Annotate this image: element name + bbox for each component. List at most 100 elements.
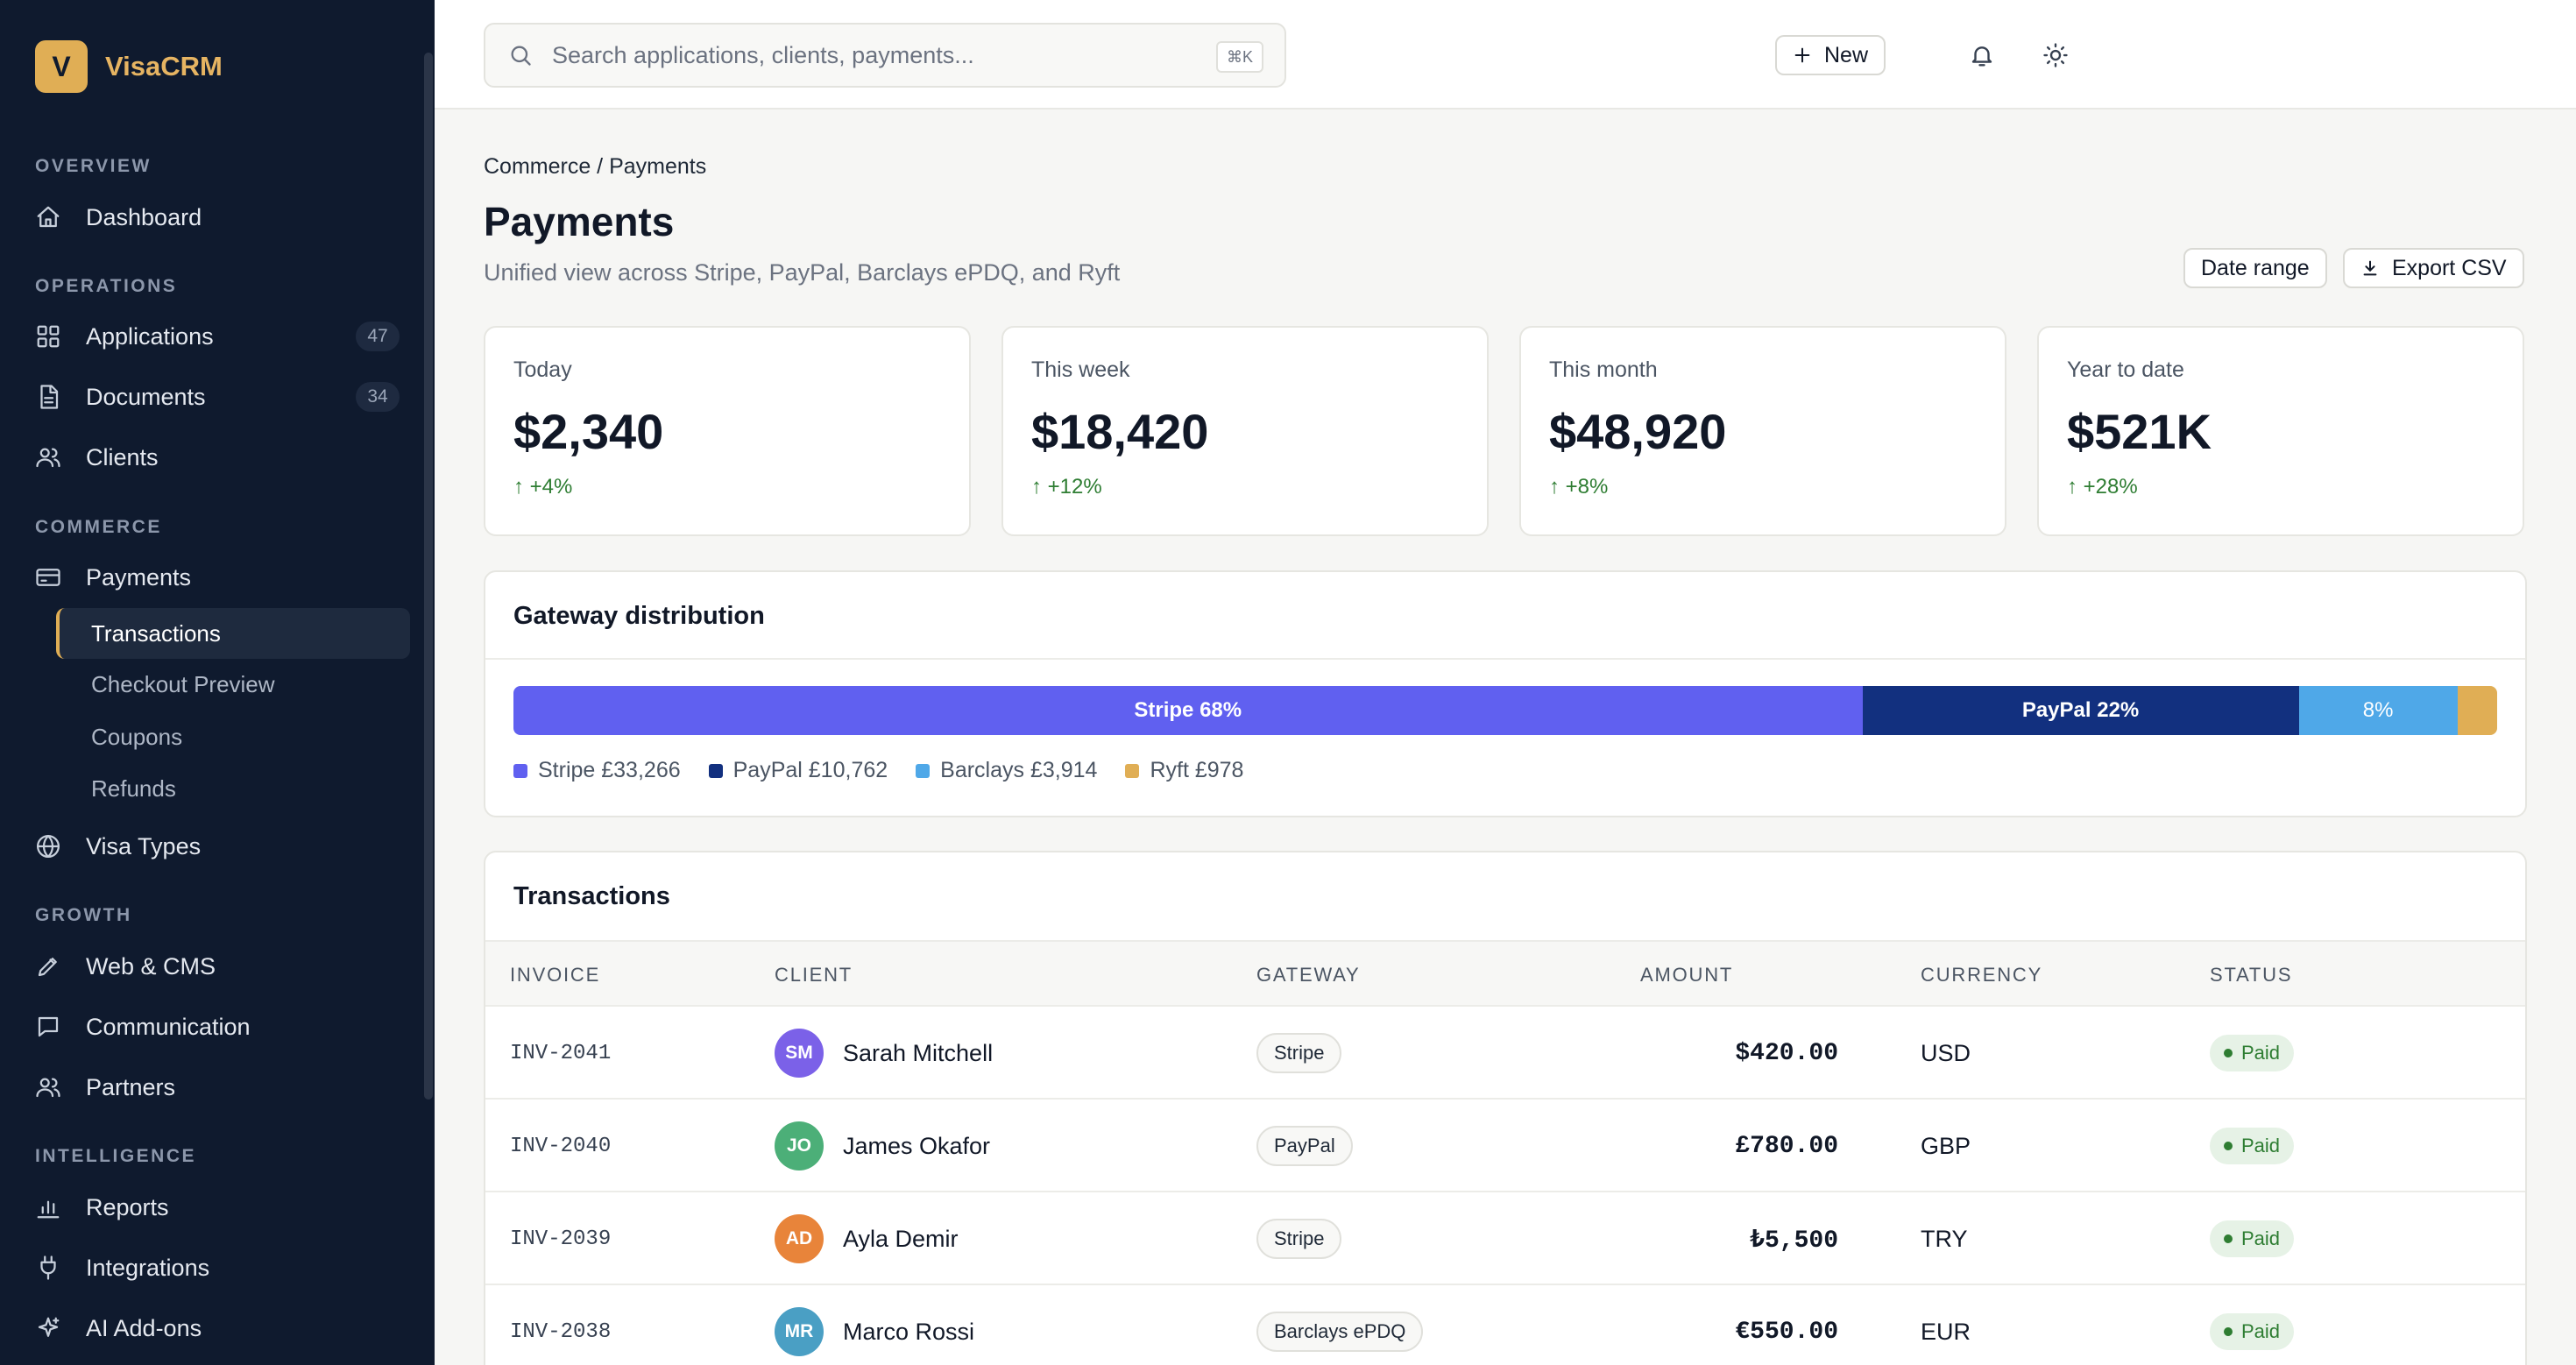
gateway-distribution-bar: Stripe 68% PayPal 22% 8% bbox=[513, 686, 2497, 735]
status-cell: Paid bbox=[2210, 1192, 2295, 1285]
sidebar-item-integrations[interactable]: Integrations bbox=[35, 1243, 412, 1292]
status-dot-icon bbox=[2224, 1142, 2233, 1150]
download-icon bbox=[2363, 260, 2377, 276]
invoice-number: INV-2038 bbox=[510, 1319, 612, 1344]
sidebar-item-label: Partners bbox=[86, 1073, 176, 1100]
sidebar-subitem-transactions[interactable]: Transactions bbox=[56, 608, 410, 659]
sidebar: V VisaCRM OVERVIEW Dashboard OPERATIONS … bbox=[0, 0, 435, 1365]
segment-paypal[interactable]: PayPal 22% bbox=[1862, 686, 2299, 735]
stat-label: Today bbox=[513, 357, 572, 382]
legend-swatch bbox=[1125, 763, 1140, 778]
currency: TRY bbox=[1921, 1225, 1968, 1252]
search-shortcut-hint: ⌘K bbox=[1215, 41, 1263, 73]
sidebar-subitem-coupons[interactable]: Coupons bbox=[91, 724, 183, 750]
client-name: James Okafor bbox=[843, 1132, 991, 1159]
table-row[interactable]: INV-2041 SM Sarah Mitchell Stripe $420.0… bbox=[485, 1007, 2525, 1100]
sidebar-item-documents[interactable]: Documents 34 bbox=[35, 372, 412, 421]
stat-value: $521K bbox=[2067, 404, 2212, 459]
search-box[interactable]: ⌘K bbox=[484, 23, 1286, 88]
client-name: Sarah Mitchell bbox=[843, 1039, 994, 1066]
notifications-button[interactable] bbox=[1964, 38, 1999, 73]
export-csv-label: Export CSV bbox=[2392, 255, 2507, 280]
sidebar-item-label: Visa Types bbox=[86, 832, 202, 859]
stat-value: $48,920 bbox=[1549, 404, 1727, 459]
sidebar-item-label: AI Add-ons bbox=[86, 1314, 202, 1341]
sidebar-subitem-refunds[interactable]: Refunds bbox=[91, 775, 176, 802]
stat-label: Year to date bbox=[2067, 357, 2184, 382]
sidebar-scrollbar-thumb[interactable] bbox=[424, 53, 433, 1100]
sidebar-item-applications[interactable]: Applications 47 bbox=[35, 312, 412, 361]
sidebar-item-label: Reports bbox=[86, 1193, 169, 1220]
column-header-gateway[interactable]: GATEWAY bbox=[1256, 964, 1361, 986]
sidebar-subitem-checkout-preview[interactable]: Checkout Preview bbox=[91, 671, 275, 697]
stat-delta: ↑ +4% bbox=[513, 475, 573, 499]
sidebar-item-web-cms[interactable]: Web & CMS bbox=[35, 942, 412, 991]
brand[interactable]: V VisaCRM bbox=[35, 40, 223, 93]
breadcrumb[interactable]: Commerce / Payments bbox=[484, 154, 707, 179]
export-csv-button[interactable]: Export CSV bbox=[2343, 248, 2524, 288]
gateway-cell: PayPal bbox=[1256, 1100, 1353, 1192]
home-icon bbox=[35, 204, 61, 230]
sidebar-item-label: Applications bbox=[86, 322, 214, 350]
message-icon bbox=[35, 1014, 61, 1040]
sidebar-item-partners[interactable]: Partners bbox=[35, 1063, 412, 1112]
table-row[interactable]: INV-2039 AD Ayla Demir Stripe ₺5,500 TRY… bbox=[485, 1192, 2525, 1285]
sidebar-item-communication[interactable]: Communication bbox=[35, 1002, 412, 1051]
avatar: JO bbox=[775, 1121, 824, 1171]
column-header-client[interactable]: CLIENT bbox=[775, 964, 853, 986]
column-header-invoice[interactable]: INVOICE bbox=[510, 964, 601, 986]
amount: €550.00 bbox=[1735, 1318, 1838, 1346]
column-header-amount[interactable]: AMOUNT bbox=[1640, 964, 1734, 986]
sidebar-item-payments[interactable]: Payments bbox=[35, 553, 412, 602]
legend-item-paypal: PayPal £10,762 bbox=[708, 758, 888, 783]
client-cell: JO James Okafor bbox=[775, 1100, 990, 1192]
sidebar-item-ai-addons[interactable]: AI Add-ons bbox=[35, 1304, 412, 1353]
sidebar-item-label: Integrations bbox=[86, 1254, 210, 1281]
search-input[interactable] bbox=[552, 41, 1200, 69]
grid-icon bbox=[35, 323, 61, 350]
legend-label: PayPal £10,762 bbox=[732, 758, 888, 782]
client-cell: AD Ayla Demir bbox=[775, 1192, 959, 1285]
status-badge: Paid bbox=[2210, 1313, 2295, 1350]
section-operations: OPERATIONS bbox=[35, 276, 178, 296]
column-header-currency[interactable]: CURRENCY bbox=[1921, 964, 2043, 986]
segment-ryft[interactable] bbox=[2457, 686, 2497, 735]
legend-swatch bbox=[708, 763, 723, 778]
sidebar-item-clients[interactable]: Clients bbox=[35, 433, 412, 482]
stat-card-today: Today $2,340 ↑ +4% bbox=[484, 326, 971, 536]
avatar: SM bbox=[775, 1029, 824, 1078]
segment-barclays[interactable]: 8% bbox=[2298, 686, 2458, 735]
sidebar-item-visa-types[interactable]: Visa Types bbox=[35, 822, 412, 871]
status-cell: Paid bbox=[2210, 1007, 2295, 1100]
sun-icon bbox=[2043, 43, 2068, 67]
legend-label: Stripe £33,266 bbox=[538, 758, 681, 782]
date-range-button[interactable]: Date range bbox=[2183, 248, 2327, 288]
theme-toggle-button[interactable] bbox=[2038, 38, 2073, 73]
sidebar-item-dashboard[interactable]: Dashboard bbox=[35, 193, 412, 242]
sidebar-item-label: Communication bbox=[86, 1013, 251, 1040]
bar-chart-icon bbox=[35, 1194, 61, 1220]
sidebar-item-label: Web & CMS bbox=[86, 952, 216, 980]
status-cell: Paid bbox=[2210, 1100, 2295, 1192]
legend-label: Ryft £978 bbox=[1150, 758, 1244, 782]
table-row[interactable]: INV-2040 JO James Okafor PayPal £780.00 … bbox=[485, 1100, 2525, 1192]
column-header-status[interactable]: STATUS bbox=[2210, 964, 2293, 986]
currency: USD bbox=[1921, 1039, 1971, 1066]
stat-card-year-to-date: Year to date $521K ↑ +28% bbox=[2037, 326, 2524, 536]
legend-swatch bbox=[513, 763, 527, 778]
status-label: Paid bbox=[2241, 1042, 2281, 1064]
plug-icon bbox=[35, 1255, 61, 1281]
invoice-number: INV-2040 bbox=[510, 1134, 612, 1158]
gateway-cell: Stripe bbox=[1256, 1007, 1342, 1100]
stat-label: This month bbox=[1549, 357, 1658, 382]
sidebar-item-reports[interactable]: Reports bbox=[35, 1183, 412, 1232]
new-button[interactable]: New bbox=[1775, 35, 1886, 75]
divider bbox=[485, 658, 2525, 660]
status-dot-icon bbox=[2224, 1327, 2233, 1336]
status-dot-icon bbox=[2224, 1234, 2233, 1243]
bell-icon bbox=[1971, 46, 1992, 67]
segment-stripe[interactable]: Stripe 68% bbox=[513, 686, 1863, 735]
brand-name: VisaCRM bbox=[105, 51, 223, 81]
table-row[interactable]: INV-2038 MR Marco Rossi Barclays ePDQ €5… bbox=[485, 1285, 2525, 1365]
amount: £780.00 bbox=[1735, 1132, 1838, 1160]
